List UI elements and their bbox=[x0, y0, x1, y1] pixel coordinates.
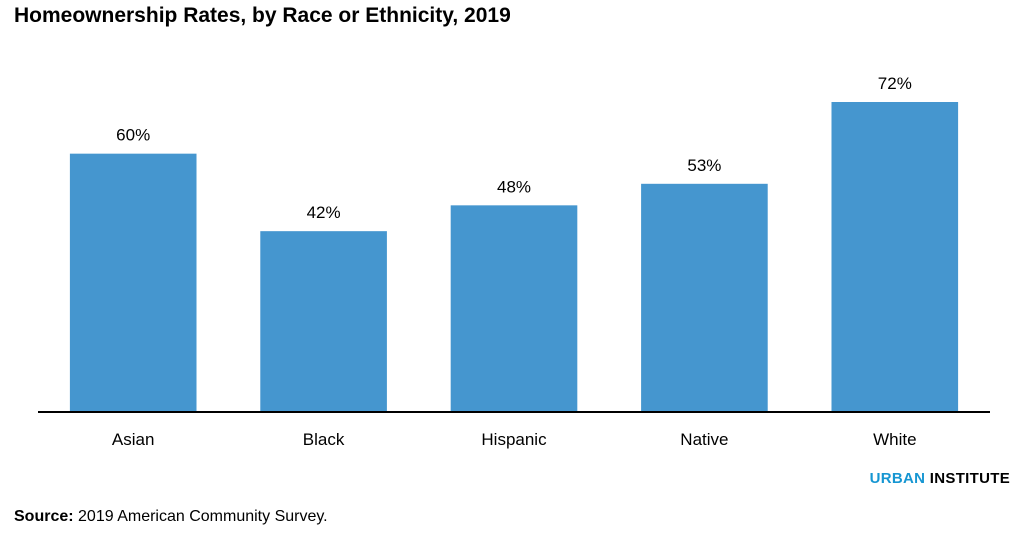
x-tick-label-hispanic: Hispanic bbox=[481, 430, 547, 449]
bar-hispanic bbox=[450, 205, 578, 412]
x-tick-label-black: Black bbox=[303, 430, 345, 449]
x-tick-label-white: White bbox=[873, 430, 916, 449]
data-label-asian: 60% bbox=[116, 126, 150, 145]
source-label: Source: bbox=[14, 508, 74, 525]
urban-institute-logo: URBAN INSTITUTE bbox=[870, 470, 1010, 487]
brand-institute-text: INSTITUTE bbox=[929, 470, 1010, 487]
bar-native bbox=[641, 183, 768, 412]
x-tick-label-native: Native bbox=[680, 430, 728, 449]
x-tick-label-asian: Asian bbox=[112, 430, 155, 449]
brand-urban-text: URBAN bbox=[869, 470, 926, 487]
data-label-native: 53% bbox=[687, 156, 721, 175]
bar-asian bbox=[69, 153, 197, 412]
data-label-white: 72% bbox=[878, 74, 912, 93]
data-label-black: 42% bbox=[307, 203, 341, 222]
source-note: Source: 2019 American Community Survey. bbox=[14, 508, 328, 526]
data-label-hispanic: 48% bbox=[497, 177, 531, 196]
source-text: 2019 American Community Survey. bbox=[78, 508, 328, 525]
chart-title: Homeownership Rates, by Race or Ethnicit… bbox=[14, 4, 511, 27]
bar-white bbox=[831, 102, 959, 412]
bar-black bbox=[260, 231, 387, 412]
bar-chart: 60% Asian 42% Black 48% Hispanic 53% Native 72% W… bbox=[38, 74, 990, 449]
